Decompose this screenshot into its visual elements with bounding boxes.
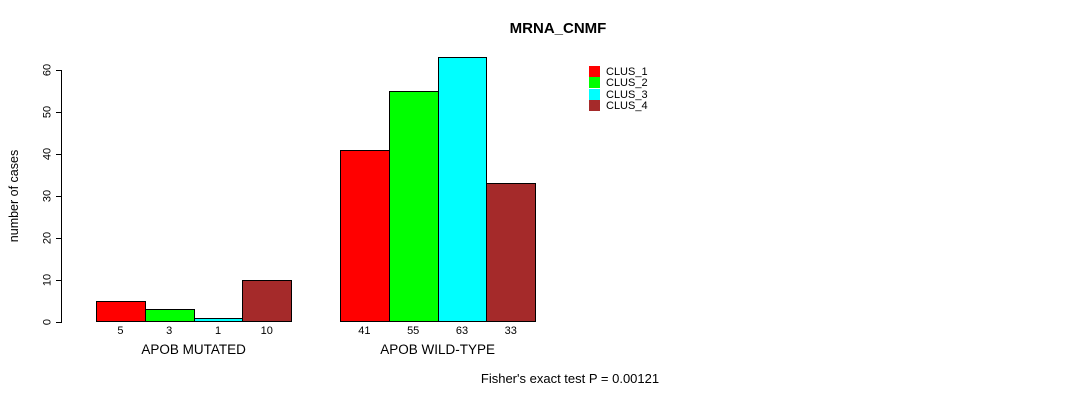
bar (388, 91, 439, 322)
y-tick-label: 20 (41, 231, 54, 245)
y-axis-tick (56, 195, 61, 197)
y-tick-label: 50 (41, 105, 54, 119)
y-axis-line (61, 70, 62, 323)
bar-value-label: 33 (504, 325, 517, 337)
chart-title: MRNA_CNMF (509, 20, 607, 37)
y-axis-tick (56, 153, 61, 155)
bar (96, 301, 146, 322)
y-tick-label: 60 (41, 63, 54, 77)
y-axis-tick (56, 69, 61, 71)
legend-swatch (589, 77, 600, 89)
bar-value-label: 55 (407, 325, 420, 337)
y-tick-label: 40 (41, 147, 54, 161)
legend-swatch (589, 88, 600, 100)
legend-label: CLUS_2 (606, 77, 648, 90)
legend-swatch (589, 99, 600, 111)
x-category-label: APOB MUTATED (141, 342, 246, 357)
bar-value-label: 3 (166, 325, 173, 337)
bar (340, 149, 390, 322)
y-axis-tick (56, 321, 61, 323)
y-axis-tick (56, 237, 61, 239)
bar-value-label: 63 (455, 325, 469, 337)
bar (242, 280, 293, 322)
bar-value-label: 10 (260, 325, 273, 337)
y-tick-label: 30 (41, 189, 54, 203)
bar-value-label: 41 (358, 325, 371, 337)
bar-value-label: 1 (214, 325, 222, 337)
bar-value-label: 5 (117, 325, 124, 337)
stat-annotation: Fisher's exact test P = 0.00121 (480, 371, 660, 386)
bar (486, 183, 537, 322)
bar (193, 317, 244, 322)
x-category-label: APOB WILD-TYPE (380, 342, 495, 357)
y-axis-tick (56, 111, 61, 113)
legend-label: CLUS_4 (606, 99, 648, 112)
bar (437, 57, 488, 322)
legend-label: CLUS_3 (606, 88, 648, 101)
legend-label: CLUS_1 (606, 66, 648, 78)
bar (144, 309, 195, 322)
y-tick-label: 10 (41, 273, 54, 287)
y-axis-tick (56, 279, 61, 281)
legend-swatch (589, 66, 600, 77)
y-tick-label: 0 (41, 318, 54, 326)
y-axis-label: number of cases (6, 149, 21, 243)
